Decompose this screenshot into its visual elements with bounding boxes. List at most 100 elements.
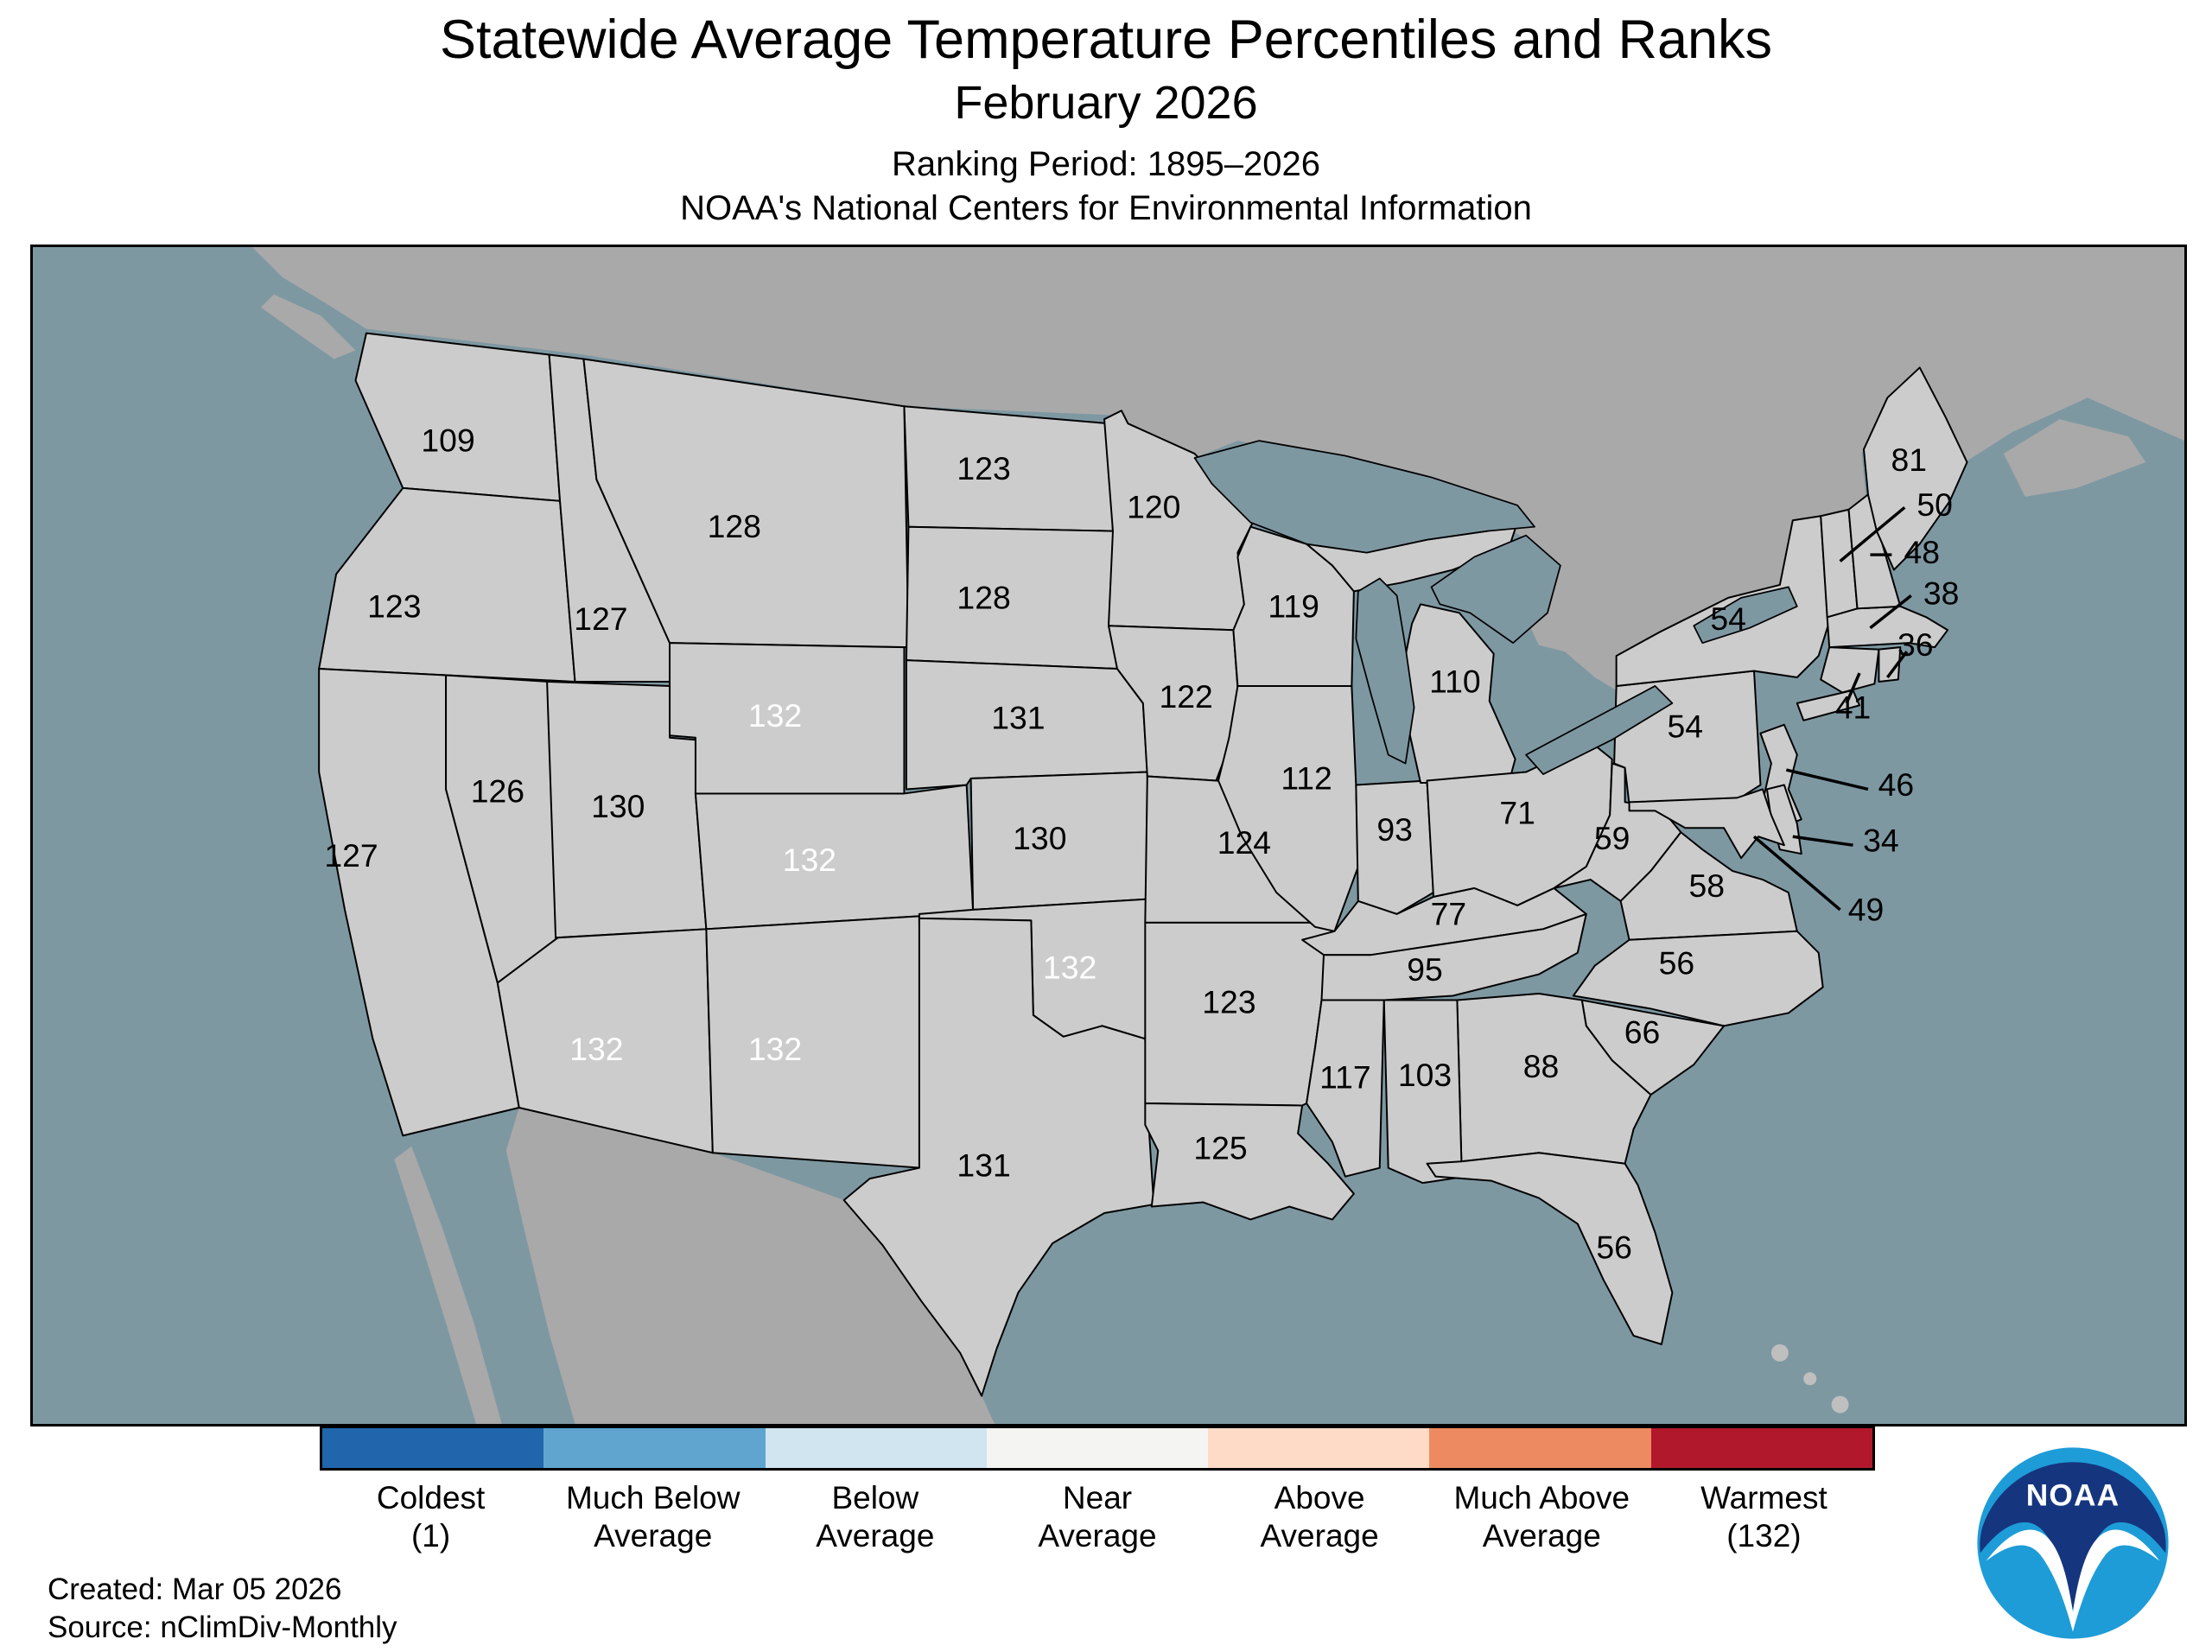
rank-label-in: 93 (1376, 811, 1413, 848)
state-arizona (496, 928, 714, 1154)
legend-label-coldest: Coldest (1) (376, 1480, 486, 1554)
rank-label-nv: 126 (471, 772, 524, 809)
legend-swatch-coldest (322, 1428, 544, 1468)
rank-label-az: 132 (569, 1031, 623, 1067)
ranking-period: Ranking Period: 1895–2026 (892, 145, 1320, 183)
page-subtitle: February 2026 (954, 77, 1258, 129)
noaa-logo-text: NOAA (2026, 1479, 2120, 1513)
rank-label-ia: 122 (1159, 678, 1212, 715)
header: Statewide Average Temperature Percentile… (0, 9, 2212, 228)
rank-label-nm: 132 (748, 1031, 802, 1067)
rank-label-ms: 117 (1319, 1059, 1371, 1096)
rank-label-wi: 119 (1268, 588, 1319, 624)
rank-label-mt: 128 (708, 508, 761, 544)
legend-swatch-below (765, 1428, 987, 1468)
legend-color-bar (320, 1426, 1875, 1471)
state-illinois (1217, 684, 1359, 932)
legend-label-above: Above Average (1260, 1480, 1379, 1554)
legend-swatch-above (1208, 1428, 1430, 1468)
lake-michigan (1355, 577, 1415, 765)
state-maryland (1628, 788, 1785, 860)
lake-ontario (1693, 586, 1798, 645)
page-title: Statewide Average Temperature Percentile… (439, 10, 1773, 70)
rank-label-or: 123 (367, 588, 421, 624)
rank-label-vt: 50 (1916, 486, 1953, 523)
rank-label-ca: 127 (324, 837, 378, 874)
legend-label-warmest: Warmest (132) (1700, 1480, 1827, 1554)
vancouver-island (260, 294, 356, 359)
rank-label-ok: 132 (1043, 950, 1096, 986)
states-layer (318, 332, 1968, 1397)
bahamas-island (1770, 1344, 1789, 1362)
rank-label-fl: 56 (1596, 1229, 1632, 1265)
rank-label-nj: 46 (1878, 766, 1915, 803)
canada-landmass (251, 247, 2184, 690)
state-rank-labels: 109 123 127 126 127 130 132 128 132 132 132 123 128 1… (324, 423, 1959, 1266)
leader-line-vt (1839, 505, 1906, 562)
baja-peninsula (394, 1146, 502, 1424)
legend-label-much_below: Much Below Average (565, 1480, 741, 1554)
rank-label-mi: 110 (1429, 663, 1481, 699)
rank-label-nc: 56 (1659, 945, 1695, 982)
leader-line-nj (1785, 768, 1869, 791)
legend-label-much_above: Much Above Average (1453, 1480, 1630, 1554)
state-new-mexico (705, 915, 923, 1169)
leader-line-ri (1885, 651, 1909, 679)
state-south-dakota (905, 525, 1118, 670)
rank-label-tx: 131 (957, 1147, 1010, 1184)
legend-label-below: Below Average (816, 1480, 935, 1554)
state-louisiana (1144, 1102, 1355, 1221)
rank-label-ga: 88 (1523, 1048, 1560, 1084)
rank-label-ks: 130 (1013, 820, 1066, 856)
rank-label-ar: 123 (1202, 983, 1255, 1020)
legend-swatch-much_above (1429, 1428, 1651, 1468)
leader-line-de (1792, 835, 1853, 847)
legend: Coldest (1) Much Below Average Below Average N… (320, 1426, 1875, 1556)
rank-label-sc: 66 (1624, 1013, 1661, 1050)
lake-erie (1525, 685, 1674, 775)
legend-swatch-much_below (543, 1428, 766, 1468)
rank-label-co: 132 (783, 842, 836, 878)
rank-label-wa: 109 (421, 423, 474, 459)
leader-lines (1752, 505, 1912, 912)
rank-label-al: 103 (1398, 1057, 1452, 1093)
us-map: 109 123 127 126 127 130 132 128 132 132 132 123 128 1… (30, 245, 2187, 1426)
rank-label-nd: 123 (957, 450, 1010, 486)
lake-huron (1430, 534, 1561, 645)
state-virginia (1619, 831, 1798, 941)
state-indiana (1355, 779, 1434, 915)
rank-label-ne: 131 (991, 700, 1045, 736)
legend-labels: Coldest (1) Much Below Average Below Average N… (320, 1479, 1875, 1556)
leader-line-ct (1845, 672, 1861, 704)
created-date: Created: Mar 05 2026 (48, 1573, 342, 1606)
rank-label-ct: 41 (1835, 689, 1872, 725)
rank-label-ma: 38 (1923, 575, 1960, 611)
rank-label-mn: 120 (1127, 489, 1180, 525)
bahamas-island (1831, 1395, 1849, 1414)
noaa-logo-sky (1980, 1462, 2166, 1611)
rank-label-pa: 54 (1668, 708, 1704, 745)
legend-label-near: Near Average (1038, 1480, 1157, 1554)
rank-label-me: 81 (1891, 442, 1928, 478)
leader-line-md (1752, 835, 1841, 912)
organization: NOAA's National Centers for Environmenta… (680, 189, 1532, 227)
data-source: Source: nClimDiv-Monthly (48, 1610, 397, 1644)
noaa-logo: NOAA (1977, 1447, 2169, 1639)
lake-superior (1193, 440, 1535, 554)
mexico-landmass (505, 1107, 995, 1424)
state-texas (842, 917, 1155, 1397)
rank-label-sd: 128 (957, 579, 1010, 615)
rank-label-de: 34 (1863, 823, 1899, 859)
rank-label-wv: 59 (1594, 820, 1630, 856)
rank-label-mo: 124 (1217, 824, 1271, 861)
rank-label-wy: 132 (748, 697, 802, 734)
legend-swatch-near (986, 1428, 1209, 1468)
rank-label-la: 125 (1193, 1130, 1247, 1166)
rank-label-ny: 54 (1710, 600, 1746, 637)
nova-scotia (2003, 419, 2146, 497)
rank-label-ut: 130 (591, 788, 645, 824)
state-new-hampshire (1847, 493, 1902, 610)
rank-label-ri: 36 (1897, 626, 1934, 663)
rank-label-oh: 71 (1499, 794, 1535, 830)
state-rhode-island (1878, 646, 1902, 683)
